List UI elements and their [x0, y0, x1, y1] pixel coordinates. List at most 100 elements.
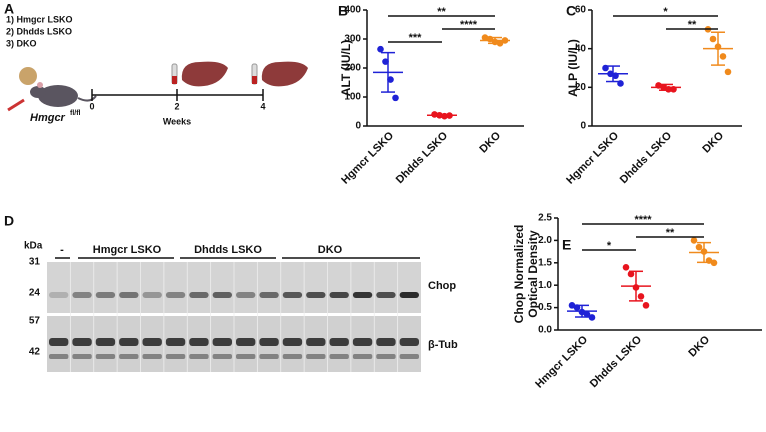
blot-image	[47, 262, 421, 372]
blot-band	[399, 338, 419, 346]
blot-band	[72, 338, 92, 346]
significance-label: ****	[460, 19, 478, 31]
panel-label: A	[4, 1, 14, 17]
significance-label: **	[688, 19, 697, 31]
panel-label: D	[4, 213, 14, 229]
blot-band	[189, 338, 209, 346]
blot-band	[306, 354, 326, 359]
blot-band	[95, 354, 116, 359]
mouse-genotype-sup: fl/fl	[70, 110, 81, 117]
y-tick-label: 400	[344, 5, 361, 16]
data-point	[724, 68, 732, 76]
blot-band	[142, 354, 162, 359]
blot-band	[352, 292, 373, 298]
blot-band	[165, 292, 186, 298]
data-point	[622, 263, 630, 271]
mouse-genotype: Hmgcr	[30, 112, 66, 124]
blot-marker: 24	[29, 288, 41, 299]
data-point	[695, 243, 703, 251]
blot-band	[282, 292, 303, 298]
x-tick-label: Dhdds LSKO	[618, 129, 675, 186]
blot-band	[49, 292, 69, 298]
y-axis-title: Optical Density	[526, 230, 540, 318]
significance-label: **	[666, 227, 675, 239]
blot-marker: 31	[29, 257, 41, 268]
genotype: 2) Dhdds LSKO	[6, 26, 72, 36]
blot-band	[329, 338, 349, 346]
blot-band	[376, 354, 396, 359]
data-point	[719, 53, 727, 60]
blot-group: -	[60, 244, 64, 256]
x-tick-label: Hmgcr LSKO	[533, 333, 590, 390]
blot-band	[376, 292, 396, 298]
data-point	[568, 302, 576, 309]
data-point	[627, 270, 635, 278]
blot-band	[352, 338, 373, 346]
blot-group: DKO	[318, 244, 343, 256]
significance-label: *	[607, 240, 612, 252]
panel-label: E	[562, 237, 571, 253]
y-tick-label: 200	[344, 63, 361, 74]
blot-band	[212, 354, 232, 359]
blot-band	[142, 292, 162, 298]
data-point	[642, 302, 650, 309]
blot-band	[165, 338, 186, 346]
x-tick-label: DKO	[700, 129, 726, 155]
blot-band	[189, 292, 209, 298]
data-point	[387, 76, 394, 83]
y-tick-label: 2.0	[538, 235, 552, 246]
y-tick-label: 300	[344, 34, 361, 45]
genotype: 1) Hmgcr LSKO	[6, 14, 73, 24]
y-tick-label: 100	[344, 92, 361, 103]
x-tick-label: Hgmcr LSKO	[564, 129, 621, 186]
significance-label: ***	[409, 32, 423, 44]
y-tick-label: 2.5	[538, 213, 552, 224]
y-tick-label: 0.0	[538, 325, 552, 336]
mouse-illustration	[7, 67, 97, 112]
blot-band	[165, 354, 186, 359]
y-tick-label: 60	[575, 5, 587, 16]
blot-unit: kDa	[24, 241, 43, 252]
blot-band	[142, 338, 162, 346]
blot-band	[236, 292, 256, 298]
timeline-label: 4	[260, 101, 265, 111]
blot-band	[282, 338, 303, 346]
blot-band: β-Tub	[428, 339, 458, 351]
blot-band: Chop	[428, 280, 456, 292]
blot-band	[212, 292, 232, 298]
blot-band	[95, 292, 116, 298]
blot-band	[236, 354, 256, 359]
blot-band	[259, 354, 279, 359]
x-tick-label: DKO	[686, 333, 712, 359]
blot-band	[282, 354, 303, 359]
data-point	[710, 259, 718, 267]
blot-band	[259, 292, 279, 298]
timeline-label: 0	[89, 101, 94, 111]
blot-band	[119, 338, 139, 346]
data-point	[382, 58, 389, 65]
data-point	[588, 314, 596, 321]
y-tick-label: 1.5	[538, 257, 552, 268]
liver-illustration	[171, 61, 308, 87]
significance-label: **	[437, 6, 446, 18]
blot-group: Hmgcr LSKO	[93, 244, 162, 256]
data-point	[637, 293, 645, 300]
significance-label: *	[663, 6, 668, 18]
genotype: 3) DKO	[6, 38, 37, 48]
blot-band	[376, 338, 396, 346]
x-tick-label: Hgmcr LSKO	[339, 129, 396, 186]
blot-band	[259, 338, 279, 346]
blot-band	[212, 338, 232, 346]
y-axis-title: ALP (IU/L)	[566, 39, 580, 97]
x-tick-label: Dhdds LSKO	[394, 129, 451, 186]
blot-band	[119, 292, 139, 298]
timeline-title: Weeks	[163, 116, 191, 126]
blot-band	[306, 292, 326, 298]
data-point	[481, 34, 489, 41]
blot-band	[72, 292, 92, 298]
blot-marker: 57	[29, 316, 41, 327]
blot-group: Dhdds LSKO	[194, 244, 262, 256]
blot-marker: 42	[29, 347, 41, 358]
data-point	[377, 45, 384, 53]
blot-band	[399, 354, 419, 359]
